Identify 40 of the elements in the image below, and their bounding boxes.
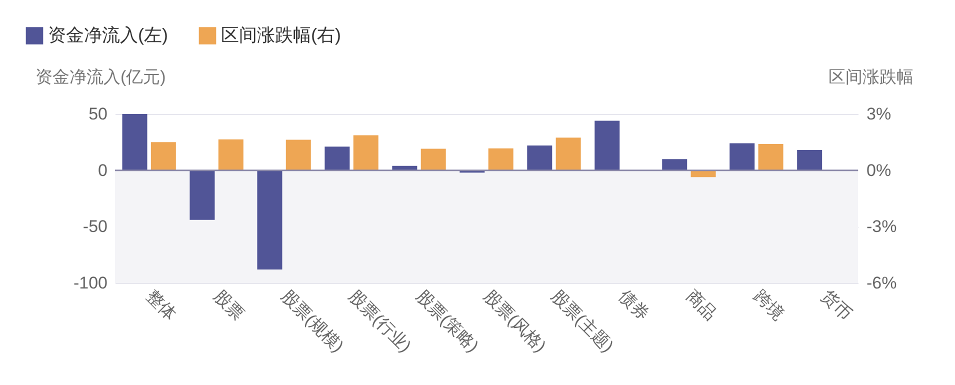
x-tick-label: 整体 [142, 286, 180, 324]
bar [150, 142, 176, 170]
x-tick-label: 货币 [818, 286, 856, 324]
bar [556, 138, 581, 170]
y2-tick-label: 0% [866, 160, 892, 180]
y-axis-title: 资金净流入(亿元) [36, 68, 166, 86]
x-tick-label: 股票(风格) [480, 286, 550, 356]
x-tick-label: 债券 [615, 286, 653, 324]
x-tick-label: 股票(主题) [548, 286, 618, 356]
bar [488, 148, 514, 170]
bar [324, 146, 350, 170]
y2-tick-label: -6% [866, 274, 897, 292]
x-tick-label: 股票 [210, 286, 248, 324]
y-tick-label: 0 [98, 160, 108, 180]
bar [527, 146, 552, 170]
y2-axis-title: 区间涨跌幅 [828, 68, 914, 86]
y2-tick-label: 3% [866, 104, 892, 124]
bar [420, 148, 446, 170]
y-tick-label: 50 [88, 104, 108, 124]
bar [662, 159, 688, 170]
bar [758, 144, 784, 170]
bar [353, 135, 378, 170]
y-tick-label: -50 [82, 217, 108, 236]
bar [286, 140, 311, 170]
bar [218, 139, 244, 170]
bar [122, 114, 148, 170]
x-tick-label: 股票(行业) [345, 286, 415, 356]
bar [594, 120, 620, 170]
bar [190, 170, 215, 220]
y2-tick-label: -3% [866, 217, 897, 236]
x-tick-label: 股票(策略) [412, 286, 482, 356]
legend-label: 资金净流入(左) [48, 24, 168, 45]
legend-label: 区间涨跌幅(右) [221, 24, 341, 45]
bar [797, 150, 822, 170]
y-tick-label: -100 [73, 274, 108, 292]
bar [257, 170, 282, 270]
x-tick-label: 股票(规模) [278, 286, 348, 356]
bar [730, 143, 755, 170]
x-tick-label: 商品 [682, 286, 720, 324]
x-tick-label: 跨境 [750, 286, 788, 324]
